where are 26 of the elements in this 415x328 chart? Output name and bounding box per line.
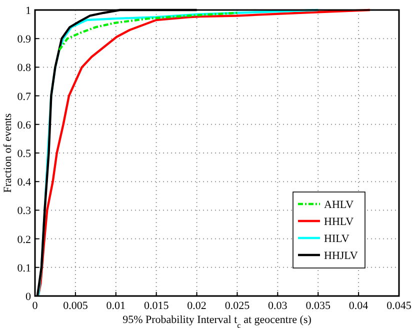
x-tick-label: 0.015 [144,300,170,312]
legend-label: HHJLV [324,250,358,262]
x-tick-label: 0.04 [348,300,369,312]
y-tick-label: 0.4 [17,176,32,189]
y-tick-label: 0.8 [17,62,32,74]
y-tick-label: 0.1 [17,262,31,274]
y-tick-label: 0.5 [17,148,32,160]
x-tick-label: 0.035 [306,300,331,312]
y-tick-label: 0.6 [17,119,32,132]
y-tick-label: 0 [26,291,32,303]
legend-label: HILV [324,233,350,245]
y-tick-label: 0.3 [17,205,32,218]
y-axis-title: Fraction of events [2,113,14,193]
x-tick-label: 0.025 [224,300,250,312]
x-tick-label: 0.045 [386,300,412,312]
y-tick-label: 0.2 [17,234,31,246]
y-tick-label: 1 [26,5,31,17]
legend-label: AHLV [324,199,354,211]
x-tick-label: 0.01 [106,300,126,312]
x-tick-label: 0.005 [63,300,88,312]
x-axis-title: 95% Probability Interval t$_{c}$ at geocentre (s) [122,314,312,328]
y-tick-label: 0.7 [17,90,32,103]
x-tick-label: 0.02 [187,300,206,312]
x-tick-label: 0.03 [268,300,288,312]
legend-label: HHLV [324,216,354,228]
y-tick-label: 0.9 [17,34,32,46]
